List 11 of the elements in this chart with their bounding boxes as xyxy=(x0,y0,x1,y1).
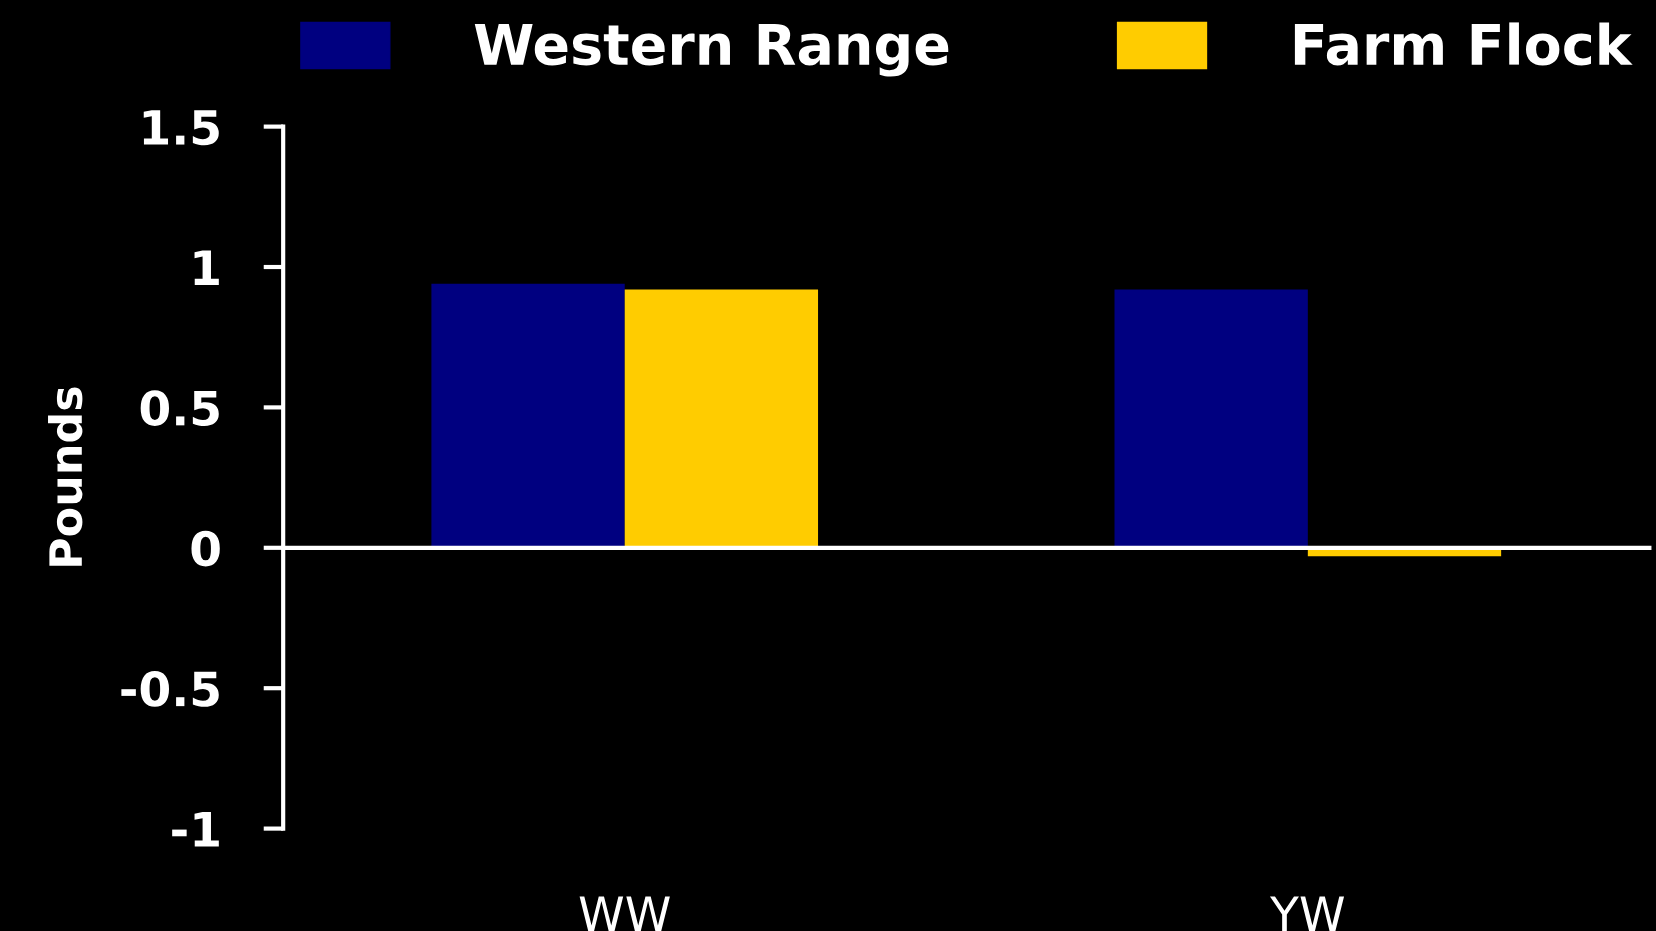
x-tick-label: YW xyxy=(1269,896,1345,931)
y-tick-label: 1 xyxy=(194,250,219,285)
y-tick-label: 0.5 xyxy=(140,390,219,427)
legend-label: Western Range xyxy=(474,24,949,77)
y-tick-label: -0.5 xyxy=(121,671,219,707)
y-tick-label: 0 xyxy=(191,530,220,567)
legend-label: Farm Flock xyxy=(1294,22,1633,66)
y-tick-label: -1 xyxy=(172,812,219,847)
y-axis-title: Pounds xyxy=(48,387,83,566)
y-tick-label: 1.5 xyxy=(143,110,219,146)
x-tick-label: WW xyxy=(579,896,670,931)
